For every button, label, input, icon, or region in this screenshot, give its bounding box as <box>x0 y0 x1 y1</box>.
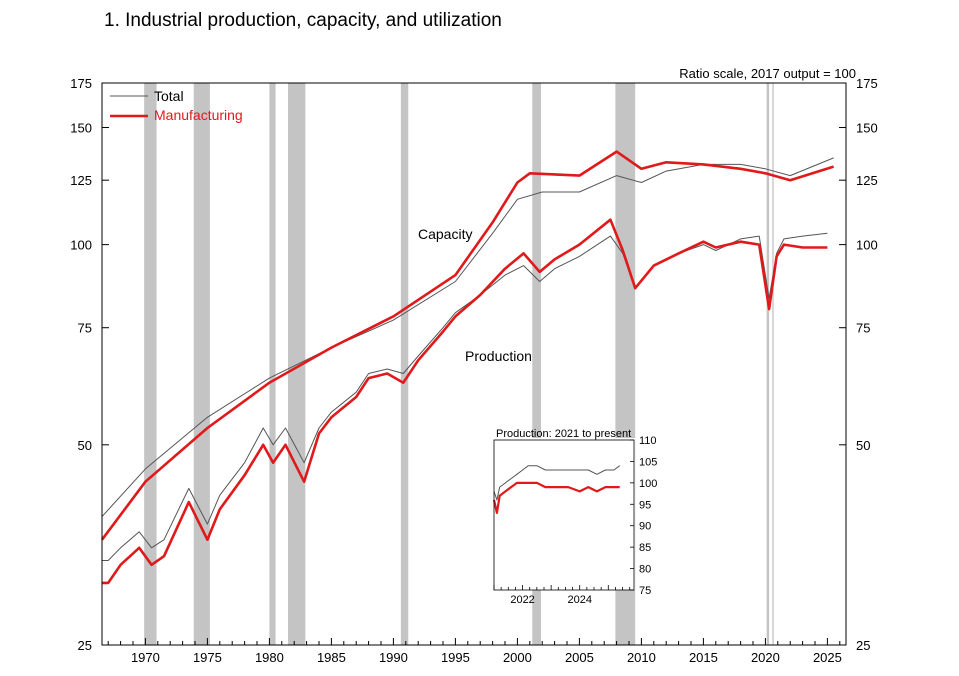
legend-label-manufacturing: Manufacturing <box>154 107 243 123</box>
recession-band-4 <box>400 83 409 645</box>
inset-y-tick-label-90: 90 <box>639 521 651 533</box>
x-tick-label-2010: 2010 <box>627 650 656 665</box>
inset-frame <box>493 439 635 591</box>
inset-x-tick-label-2024: 2024 <box>567 594 591 606</box>
inset-total-line <box>493 465 621 501</box>
x-tick-label-2020: 2020 <box>751 650 780 665</box>
inset-chart: Production: 2021 to present 75 80 85 90 95 10… <box>492 428 657 606</box>
chart-title: 1. Industrial production, capacity, and … <box>104 10 502 31</box>
total-production-line <box>102 232 828 561</box>
x-tick-label-2015: 2015 <box>689 650 718 665</box>
inset-y-tick-label-100: 100 <box>639 478 657 490</box>
x-tick-label-1980: 1980 <box>255 650 284 665</box>
inset-y-tick-label-95: 95 <box>639 499 651 511</box>
capacity-annotation: Capacity <box>418 226 472 242</box>
x-tick-label-1990: 1990 <box>379 650 408 665</box>
series-group <box>100 150 834 585</box>
recession-band-3 <box>288 83 306 645</box>
y-tick-label-left-175: 175 <box>70 76 92 91</box>
y-tick-label-right-25: 25 <box>856 638 870 653</box>
inset-x-tick-label-2022: 2022 <box>510 594 534 606</box>
legend-label-total: Total <box>154 88 184 104</box>
y-tick-label-right-50: 50 <box>856 438 870 453</box>
recession-band-2 <box>269 83 276 645</box>
inset-series-group <box>492 465 621 514</box>
x-tick-label-1970: 1970 <box>131 650 160 665</box>
x-tick-label-1975: 1975 <box>193 650 222 665</box>
y-tick-label-left-150: 150 <box>70 121 92 136</box>
legend: Total Manufacturing <box>110 88 243 123</box>
y-tick-label-left-100: 100 <box>70 238 92 253</box>
inset-title: Production: 2021 to present <box>496 428 631 440</box>
inset-manufacturing-line <box>492 481 620 514</box>
recession-band-5 <box>532 83 541 645</box>
y-tick-label-right-125: 125 <box>856 173 878 188</box>
plot-frame <box>101 82 847 646</box>
x-tick-label-2005: 2005 <box>565 650 594 665</box>
y-tick-label-right-150: 150 <box>856 121 878 136</box>
x-tick-label-2000: 2000 <box>503 650 532 665</box>
y-tick-label-left-125: 125 <box>70 173 92 188</box>
manufacturing-production-line <box>102 218 828 585</box>
inset-y-tick-label-80: 80 <box>639 564 651 576</box>
y-tick-label-left-75: 75 <box>78 321 92 336</box>
y-tick-label-left-25: 25 <box>78 638 92 653</box>
inset-y-tick-label-75: 75 <box>639 585 651 597</box>
x-tick-label-1985: 1985 <box>317 650 346 665</box>
inset-background <box>493 438 635 590</box>
x-tick-label-2025: 2025 <box>813 650 842 665</box>
recession-band-1 <box>193 83 210 645</box>
scale-note: Ratio scale, 2017 output = 100 <box>679 66 856 81</box>
total-capacity-line <box>101 157 834 517</box>
production-annotation: Production <box>465 348 532 364</box>
inset-y-tick-label-110: 110 <box>639 435 657 447</box>
inset-y-tick-label-105: 105 <box>639 456 657 468</box>
inset-y-tick-label-85: 85 <box>639 542 651 554</box>
y-tick-label-left-50: 50 <box>78 438 92 453</box>
recession-bands <box>144 83 770 645</box>
x-axis: 1970 1975 1980 1985 1990 1995 2000 2005 2010 2015… <box>107 638 842 665</box>
y-tick-label-right-175: 175 <box>856 76 878 91</box>
y-axes: 25 25 50 50 75 75 100 100 125 125 150 150 175 175 <box>70 76 877 653</box>
y-tick-label-right-75: 75 <box>856 321 870 336</box>
recession-band-7 <box>766 83 770 645</box>
x-tick-label-1995: 1995 <box>441 650 470 665</box>
manufacturing-capacity-line <box>100 150 834 541</box>
inset-axes: 75 80 85 90 95 100 105 110 2022 2024 <box>493 435 657 606</box>
recession-band-0 <box>144 83 157 645</box>
y-tick-label-right-100: 100 <box>856 238 878 253</box>
